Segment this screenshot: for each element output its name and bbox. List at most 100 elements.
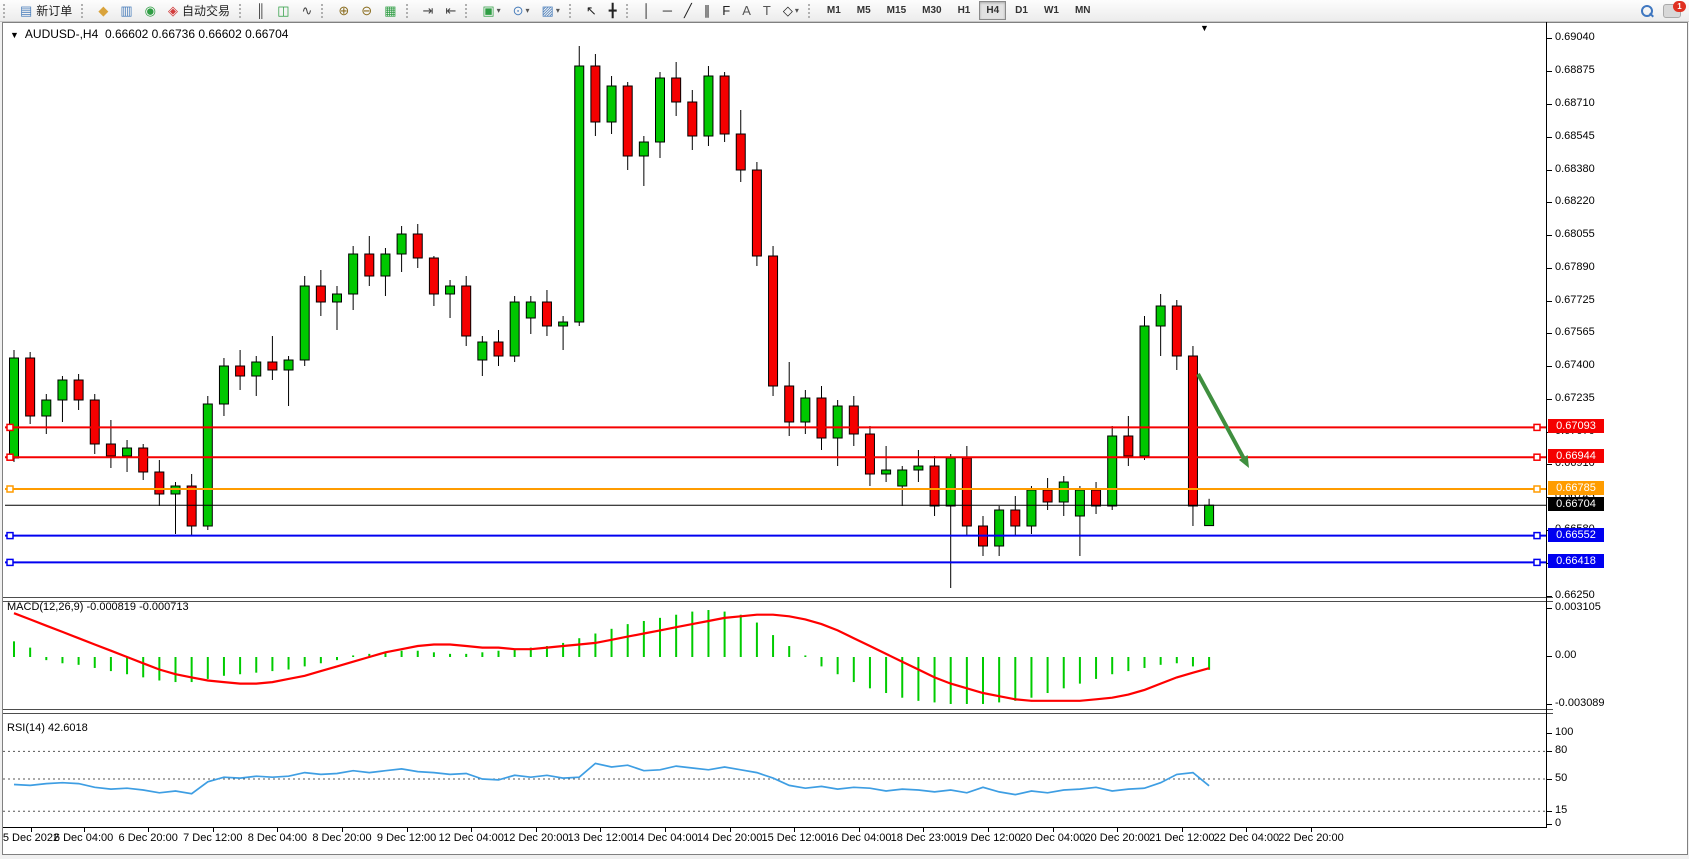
period-button[interactable]: ⊙ ▾ — [508, 0, 535, 21]
timeframe-m30[interactable]: M30 — [922, 5, 942, 16]
chevron-down-icon[interactable]: ▾ — [794, 6, 799, 15]
bear-candle — [687, 101, 698, 137]
wallet-icon: ◆ — [98, 3, 109, 18]
notifications-icon[interactable]: 1 — [1663, 0, 1686, 18]
line-handle[interactable] — [6, 453, 14, 461]
timeframe-m5[interactable]: M5 — [856, 5, 871, 16]
bear-candle — [493, 341, 504, 357]
publish-chart-icon: ▥ — [120, 3, 133, 18]
timeframe-h1[interactable]: H1 — [957, 5, 971, 16]
new-chart-button[interactable]: ▣ ▾ — [477, 0, 505, 21]
timeframe-toolbar: M1 M5 M15 M30 H1 H4 D1 W1 MN — [819, 1, 1099, 20]
timeframe-m15[interactable]: M15 — [886, 5, 907, 16]
timeframe-h4[interactable]: H4 — [979, 1, 1007, 20]
auto-trading-button[interactable]: ◈ 自动交易 — [163, 0, 235, 21]
rsi-axis-tick-label: 15 — [1555, 804, 1568, 816]
trendline-button[interactable]: ╱ — [679, 0, 697, 21]
symbol-dropdown-icon[interactable]: ▼ — [10, 30, 19, 40]
vertical-line-button[interactable]: │ — [638, 0, 656, 21]
timeframe-d1[interactable]: D1 — [1015, 5, 1028, 16]
line-handle[interactable] — [1533, 485, 1541, 493]
signals-button[interactable]: ◉ — [140, 0, 161, 21]
cursor-button[interactable]: ↖ — [581, 0, 602, 21]
price-axis-tick — [1547, 333, 1552, 334]
chevron-down-icon[interactable]: ▾ — [496, 6, 501, 15]
timeframe-w1[interactable]: W1 — [1043, 5, 1059, 16]
period-icon: ⊙ — [512, 3, 524, 18]
price-axis-tick — [1547, 235, 1552, 236]
bar-chart-button[interactable]: ║ — [251, 0, 270, 21]
auto-scroll-button[interactable]: ⇥ — [418, 0, 439, 21]
rsi-pane-separator[interactable] — [3, 709, 1553, 714]
price-axis-tick — [1547, 464, 1552, 465]
trendline-icon: ╱ — [683, 3, 692, 18]
channel-button[interactable]: ∥ — [699, 0, 716, 21]
time-axis-tick — [858, 828, 860, 832]
line-handle[interactable] — [1533, 453, 1541, 461]
bear-candle — [1187, 355, 1198, 507]
text-button[interactable]: A — [737, 0, 756, 21]
timeframe-mn[interactable]: MN — [1074, 5, 1091, 16]
chevron-down-icon[interactable]: ▾ — [525, 6, 530, 15]
chart-shift-marker[interactable]: ▼ — [1200, 23, 1209, 33]
toolbar-drag-handle — [3, 3, 10, 18]
zoom-out-button[interactable]: ⊖ — [356, 0, 377, 21]
line-handle[interactable] — [1533, 423, 1541, 432]
bull-candle — [1204, 504, 1215, 527]
horizontal-line-button[interactable]: ─ — [658, 0, 677, 21]
macd-axis-tick — [1547, 704, 1552, 705]
wallet-button[interactable]: ◆ — [93, 0, 113, 21]
line-chart-button[interactable]: ∿ — [296, 0, 317, 21]
zoom-in-button[interactable]: ⊕ — [333, 0, 354, 21]
toolbar-drag-handle — [238, 3, 246, 18]
bull-candle — [396, 233, 407, 255]
publish-chart-button[interactable]: ▥ — [115, 0, 137, 21]
line-handle[interactable] — [6, 423, 14, 432]
macd-axis-tick-label: -0.003089 — [1555, 697, 1605, 709]
bear-candle — [267, 361, 278, 371]
time-axis-tick — [148, 828, 150, 832]
price-chart-pane[interactable] — [3, 22, 1546, 597]
macd-label: MACD(12,26,9) -0.000819 -0.000713 — [7, 601, 189, 613]
macd-pane-separator[interactable] — [3, 597, 1553, 602]
line-handle[interactable] — [6, 558, 14, 567]
line-handle[interactable] — [6, 531, 14, 540]
crosshair-button[interactable]: ╋ — [604, 0, 622, 21]
search-icon[interactable] — [1641, 4, 1654, 17]
bull-candle — [558, 321, 569, 327]
line-handle[interactable] — [6, 485, 14, 493]
chevron-down-icon[interactable]: ▾ — [555, 6, 560, 15]
toolbar-groups: ▤ 新订单 ◆ ▥ ◉ ◈ 自动交易 ║ ◫ ∿ ⊕ ⊖ ▦ ⇥ ⇤ ▣ ▾ ⊙ ▾ ▨ ▾ ↖ ╋ │ ─ ╱ ∥ F A T ◇ ▾ — [0, 0, 805, 21]
label-button[interactable]: T — [758, 0, 776, 21]
bear-candle — [1091, 489, 1102, 507]
toolbar-drag-handle — [321, 3, 328, 18]
time-axis-label: 14 Dec 20:00 — [696, 832, 763, 844]
rsi-axis-tick — [1547, 811, 1552, 812]
chart-shift-button[interactable]: ⇤ — [440, 0, 461, 21]
fibonacci-button[interactable]: F — [717, 0, 735, 21]
timeframe-m1[interactable]: M1 — [826, 5, 841, 16]
line-handle[interactable] — [1533, 558, 1541, 567]
price-axis-tick — [1547, 202, 1552, 203]
rsi-line — [13, 762, 1210, 796]
arrow-annotation[interactable] — [1196, 373, 1246, 459]
arrows-button[interactable]: ◇ ▾ — [778, 0, 804, 21]
new-order-button[interactable]: ▤ 新订单 — [15, 0, 77, 21]
template-button[interactable]: ▨ ▾ — [537, 0, 565, 21]
rsi-pane[interactable] — [3, 712, 1546, 827]
tile-windows-button[interactable]: ▦ — [379, 0, 401, 21]
line-handle[interactable] — [1533, 531, 1541, 540]
time-axis-label: 14 Dec 04:00 — [632, 832, 698, 844]
macd-pane[interactable] — [3, 600, 1546, 708]
bull-candle — [251, 361, 262, 377]
bar-chart-icon: ║ — [255, 3, 266, 18]
price-level-tag: 0.67093 — [1548, 419, 1604, 434]
price-axis-tick-label: 0.67400 — [1555, 359, 1595, 371]
candlestick-chart-button[interactable]: ◫ — [272, 0, 294, 21]
bear-candle — [235, 365, 246, 377]
bull-candle — [218, 365, 229, 405]
tile-windows-icon: ▦ — [384, 3, 397, 18]
macd-signal-line — [13, 612, 1210, 702]
price-axis-tick-label: 0.68220 — [1555, 195, 1595, 207]
bull-candle — [881, 469, 892, 475]
